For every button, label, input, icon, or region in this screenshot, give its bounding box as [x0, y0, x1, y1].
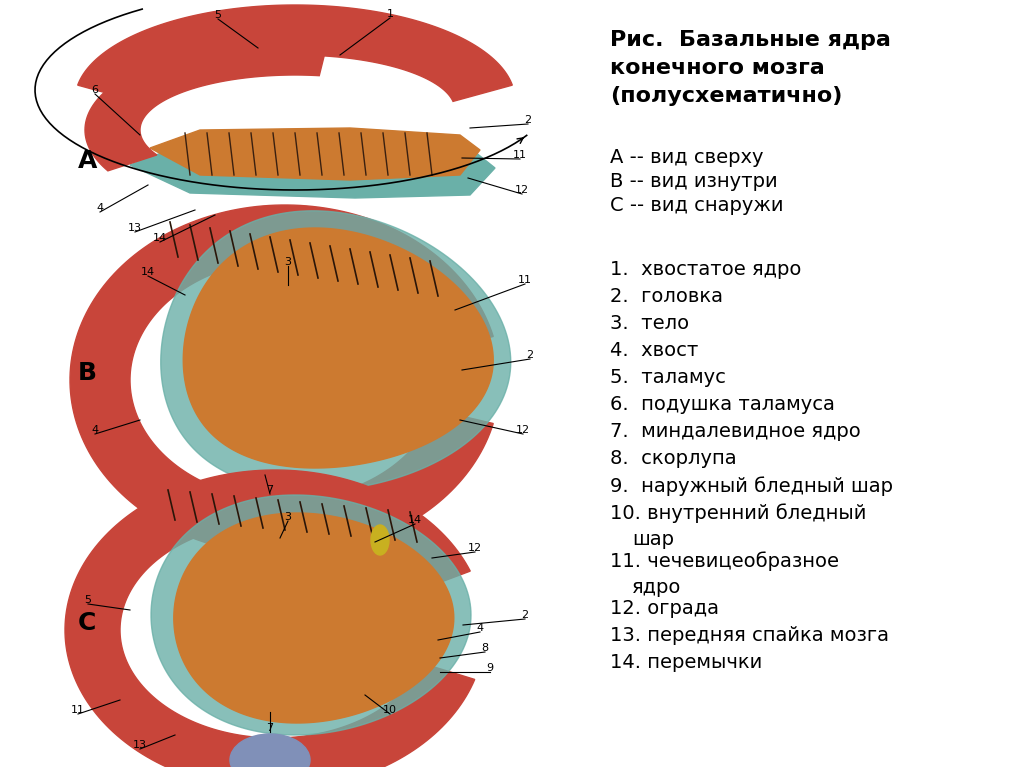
- Text: 3: 3: [285, 512, 292, 522]
- Text: B: B: [78, 361, 97, 385]
- Polygon shape: [78, 5, 512, 101]
- Text: 14: 14: [408, 515, 422, 525]
- Polygon shape: [65, 470, 475, 767]
- Polygon shape: [85, 40, 328, 171]
- Text: 13: 13: [133, 740, 147, 750]
- Text: 11: 11: [513, 150, 527, 160]
- Text: С -- вид снаружи: С -- вид снаружи: [610, 196, 783, 215]
- Text: В -- вид изнутри: В -- вид изнутри: [610, 172, 777, 191]
- Text: 2: 2: [521, 610, 528, 620]
- Polygon shape: [151, 495, 471, 735]
- Text: 5.  таламус: 5. таламус: [610, 368, 726, 387]
- Text: A: A: [78, 149, 97, 173]
- Polygon shape: [150, 128, 480, 180]
- Ellipse shape: [232, 521, 307, 569]
- Text: Рис.  Базальные ядра: Рис. Базальные ядра: [610, 30, 891, 50]
- Text: А -- вид сверху: А -- вид сверху: [610, 148, 764, 167]
- Polygon shape: [130, 138, 495, 198]
- Polygon shape: [161, 211, 511, 491]
- Text: 9.  наружный бледный шар: 9. наружный бледный шар: [610, 476, 893, 495]
- Text: 10: 10: [383, 705, 397, 715]
- Text: 1.  хвостатое ядро: 1. хвостатое ядро: [610, 260, 802, 279]
- Text: 2: 2: [526, 350, 534, 360]
- Text: 1: 1: [386, 9, 393, 19]
- Text: 14: 14: [153, 233, 167, 243]
- Polygon shape: [70, 205, 494, 555]
- Text: 8: 8: [481, 643, 488, 653]
- Text: 4: 4: [476, 623, 483, 633]
- Text: 13. передняя спайка мозга: 13. передняя спайка мозга: [610, 626, 889, 645]
- Ellipse shape: [371, 525, 389, 555]
- Text: 7: 7: [266, 485, 273, 495]
- Text: 8.  скорлупа: 8. скорлупа: [610, 449, 736, 468]
- Text: 2.  головка: 2. головка: [610, 287, 723, 306]
- Text: шар: шар: [632, 530, 674, 549]
- Polygon shape: [174, 513, 454, 723]
- Text: 9: 9: [486, 663, 494, 673]
- Text: 11. чечевицеобразное: 11. чечевицеобразное: [610, 551, 839, 571]
- Text: 7.  миндалевидное ядро: 7. миндалевидное ядро: [610, 422, 861, 441]
- Text: 4.  хвост: 4. хвост: [610, 341, 698, 360]
- Text: 12. ограда: 12. ограда: [610, 599, 719, 618]
- Text: 5: 5: [85, 595, 91, 605]
- Text: (полусхематично): (полусхематично): [610, 86, 843, 106]
- Text: 2: 2: [524, 115, 531, 125]
- Text: 7: 7: [266, 723, 273, 733]
- Text: C: C: [78, 611, 96, 635]
- Text: 11: 11: [518, 275, 532, 285]
- Text: 4: 4: [96, 203, 103, 213]
- Text: 4: 4: [91, 425, 98, 435]
- Polygon shape: [183, 228, 494, 468]
- Text: 10. внутренний бледный: 10. внутренний бледный: [610, 503, 866, 522]
- Text: 12: 12: [468, 543, 482, 553]
- Text: 14. перемычки: 14. перемычки: [610, 653, 762, 672]
- Text: 12: 12: [515, 185, 529, 195]
- Text: 6: 6: [91, 85, 98, 95]
- Text: 12: 12: [516, 425, 530, 435]
- Text: 14: 14: [141, 267, 155, 277]
- Text: ядро: ядро: [632, 578, 681, 597]
- Ellipse shape: [230, 734, 310, 767]
- Text: 13: 13: [128, 223, 142, 233]
- Text: 3: 3: [285, 257, 292, 267]
- Text: 3.  тело: 3. тело: [610, 314, 689, 333]
- Text: 6.  подушка таламуса: 6. подушка таламуса: [610, 395, 835, 414]
- Text: конечного мозга: конечного мозга: [610, 58, 824, 78]
- Text: 5: 5: [214, 10, 221, 20]
- Text: 11: 11: [71, 705, 85, 715]
